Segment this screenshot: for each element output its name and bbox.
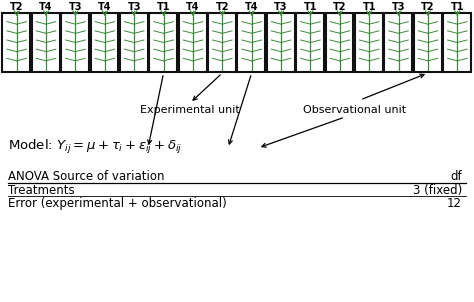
Bar: [120, 13, 148, 72]
Text: T3: T3: [392, 2, 405, 12]
Text: Model: $Y_{ij} = \mu + \tau_i + \varepsilon_{ij} + \delta_{ij}$: Model: $Y_{ij} = \mu + \tau_i + \varepsi…: [8, 138, 182, 156]
Text: T4: T4: [186, 2, 200, 12]
Bar: [91, 13, 118, 72]
Text: df: df: [450, 170, 462, 183]
Text: Experimental unit: Experimental unit: [140, 105, 240, 115]
Text: T3: T3: [69, 2, 82, 12]
Bar: [208, 13, 236, 72]
Text: T1: T1: [157, 2, 170, 12]
Text: T2: T2: [10, 2, 23, 12]
Text: 3 (fixed): 3 (fixed): [413, 184, 462, 197]
Bar: [32, 13, 60, 72]
Bar: [2, 13, 30, 72]
Text: T4: T4: [245, 2, 258, 12]
Text: 12: 12: [447, 197, 462, 210]
Bar: [355, 13, 383, 72]
Bar: [443, 13, 471, 72]
Bar: [179, 13, 207, 72]
Text: T1: T1: [304, 2, 317, 12]
Text: T4: T4: [98, 2, 111, 12]
Text: T2: T2: [216, 2, 229, 12]
Bar: [384, 13, 412, 72]
Text: ANOVA Source of variation: ANOVA Source of variation: [8, 170, 164, 183]
Text: T3: T3: [128, 2, 141, 12]
Text: Observational unit: Observational unit: [303, 105, 407, 115]
Text: T1: T1: [363, 2, 376, 12]
Bar: [267, 13, 295, 72]
Text: Error (experimental + observational): Error (experimental + observational): [8, 197, 227, 210]
Bar: [414, 13, 442, 72]
Text: Treatments: Treatments: [8, 184, 74, 197]
Text: T3: T3: [274, 2, 288, 12]
Bar: [237, 13, 265, 72]
Text: T2: T2: [421, 2, 435, 12]
Text: T2: T2: [333, 2, 346, 12]
Bar: [61, 13, 89, 72]
Text: T1: T1: [451, 2, 464, 12]
Bar: [326, 13, 354, 72]
Text: T4: T4: [39, 2, 53, 12]
Bar: [296, 13, 324, 72]
Bar: [149, 13, 177, 72]
